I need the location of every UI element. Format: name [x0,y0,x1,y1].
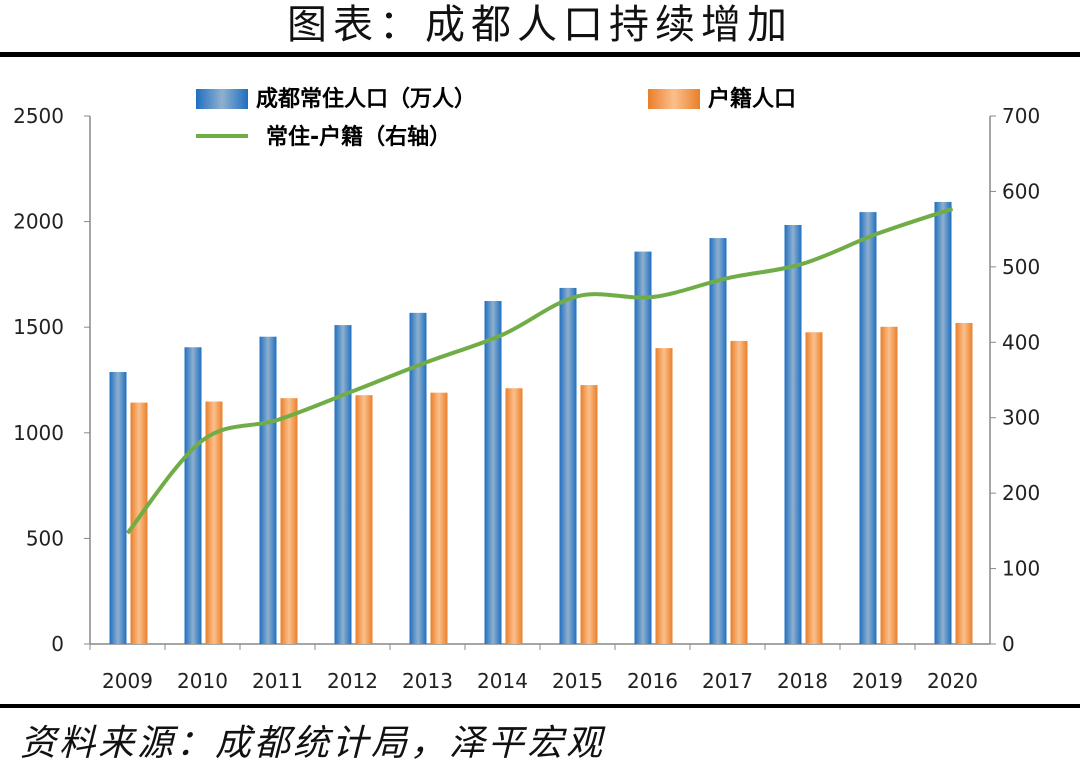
right-tick-label: 100 [1002,557,1040,581]
bar-hukou [805,332,823,644]
source-note: 资料来源：成都统计局，泽平宏观 [20,723,606,764]
x-tick-label: 2011 [252,669,303,693]
x-tick-label: 2017 [702,669,753,693]
bar-resident [484,301,502,644]
bar-resident [334,325,352,644]
bar-hukou [580,385,598,644]
x-tick-label: 2014 [477,669,528,693]
bar-resident [184,347,202,644]
left-tick-label: 500 [26,526,64,550]
bar-resident [934,201,952,644]
x-tick-label: 2012 [327,669,378,693]
legend-swatch-resident [196,89,248,109]
right-tick-label: 0 [1002,632,1015,656]
bar-hukou [355,395,373,644]
x-tick-label: 2019 [852,669,903,693]
left-tick-label: 2000 [13,210,64,234]
bar-resident [559,287,577,644]
bar-hukou [955,322,973,644]
x-tick-label: 2015 [552,669,603,693]
x-tick-label: 2020 [927,669,978,693]
bar-hukou [880,326,898,644]
bottom-rule [0,704,1080,708]
legend-label-diff: 常住-户籍（右轴） [266,124,451,150]
bar-hukou [655,348,673,644]
right-tick-label: 400 [1002,330,1040,354]
bar-hukou [205,401,223,644]
left-tick-label: 1500 [13,315,64,339]
right-tick-label: 200 [1002,481,1040,505]
x-tick-label: 2018 [777,669,828,693]
bar-resident [109,371,127,644]
right-tick-label: 300 [1002,406,1040,430]
x-tick-label: 2009 [102,669,153,693]
bar-resident [409,312,427,644]
bar-hukou [130,402,148,644]
line-diff [125,206,954,535]
chart-title: 图表：成都人口持续增加 [287,2,793,48]
x-tick-label: 2010 [177,669,228,693]
bar-resident [634,251,652,644]
bar-resident [784,224,802,645]
right-tick-label: 600 [1002,179,1040,203]
right-tick-label: 700 [1002,104,1040,128]
x-tick-label: 2016 [627,669,678,693]
bar-resident [859,212,877,644]
top-rule [0,52,1080,57]
x-tick-label: 2013 [402,669,453,693]
legend-label-resident: 成都常住人口（万人） [256,86,476,112]
left-tick-label: 1000 [13,421,64,445]
legend-label-hukou: 户籍人口 [708,86,796,112]
left-tick-label: 0 [51,632,64,656]
bar-resident [259,336,277,644]
right-tick-label: 500 [1002,255,1040,279]
legend-swatch-hukou [648,89,700,109]
bar-hukou [505,388,523,644]
bar-hukou [430,392,448,644]
bar-hukou [730,340,748,644]
left-tick-label: 2500 [13,104,64,128]
bar-hukou [280,398,298,644]
bar-resident [709,238,727,644]
